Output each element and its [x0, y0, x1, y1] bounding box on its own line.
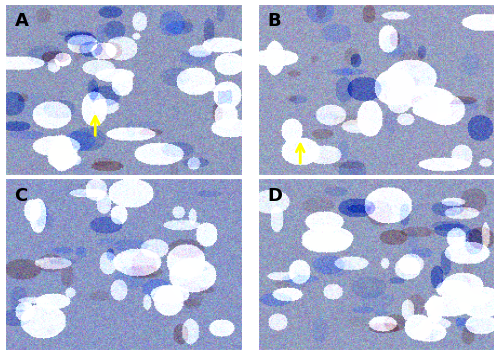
- Text: A: A: [14, 12, 28, 30]
- Text: C: C: [14, 187, 28, 205]
- Text: D: D: [267, 187, 282, 205]
- Text: B: B: [267, 12, 280, 30]
